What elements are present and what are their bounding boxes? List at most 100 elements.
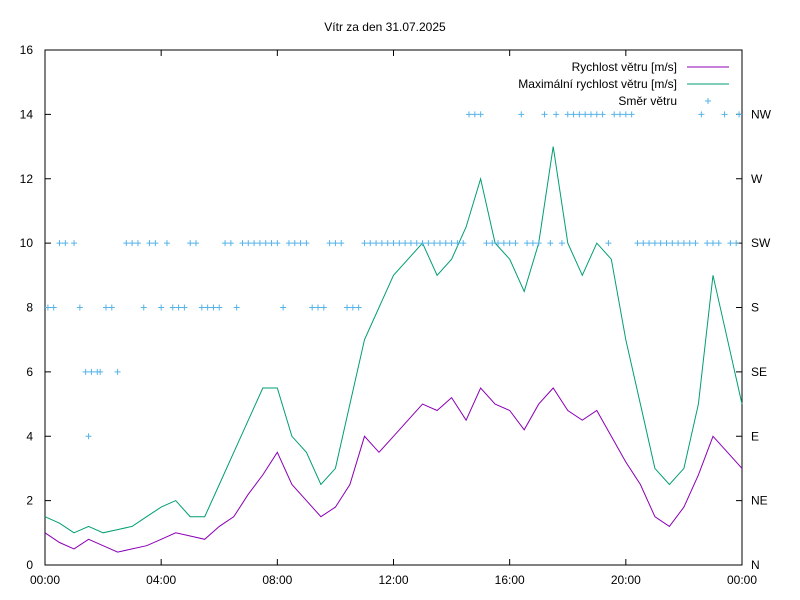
direction-point <box>402 240 409 247</box>
direction-point <box>454 240 461 247</box>
direction-point <box>320 304 327 311</box>
direction-point <box>442 240 449 247</box>
direction-point <box>605 240 612 247</box>
direction-point <box>361 240 368 247</box>
y2-tick-label: SW <box>751 236 771 250</box>
direction-point <box>268 240 275 247</box>
direction-point <box>553 111 560 118</box>
direction-point <box>477 111 484 118</box>
direction-point <box>524 240 531 247</box>
direction-point <box>495 240 502 247</box>
direction-point <box>50 304 57 311</box>
legend: Rychlost větru [m/s] Maximální rychlost v… <box>518 60 729 108</box>
direction-point <box>709 240 716 247</box>
x-tick-label: 08:00 <box>262 573 292 587</box>
direction-point <box>518 111 525 118</box>
direction-point <box>396 240 403 247</box>
direction-point <box>431 240 438 247</box>
direction-point <box>471 111 478 118</box>
direction-point <box>291 240 298 247</box>
direction-point <box>448 240 455 247</box>
direction-point <box>622 111 629 118</box>
direction-point <box>529 240 536 247</box>
y-tick-label: 12 <box>20 172 34 186</box>
direction-point <box>349 304 356 311</box>
direction-point <box>419 240 426 247</box>
direction-point <box>193 240 200 247</box>
direction-point <box>663 240 670 247</box>
direction-point <box>158 304 165 311</box>
direction-point <box>114 368 121 375</box>
series-layer <box>44 111 743 553</box>
direction-point <box>541 111 548 118</box>
y-tick-label: 2 <box>26 494 33 508</box>
direction-point <box>576 111 583 118</box>
direction-point <box>297 240 304 247</box>
direction-point <box>611 111 618 118</box>
direction-point <box>500 240 507 247</box>
direction-point <box>285 240 292 247</box>
direction-point <box>88 368 95 375</box>
direction-point <box>628 111 635 118</box>
direction-point <box>140 304 147 311</box>
direction-point <box>187 240 194 247</box>
direction-point <box>692 240 699 247</box>
direction-point <box>332 240 339 247</box>
legend-label: Směr větru <box>618 94 677 108</box>
direction-point <box>466 111 473 118</box>
direction-point <box>390 240 397 247</box>
direction-point <box>204 304 211 311</box>
direction-point <box>378 240 385 247</box>
x-tick-label: 00:00 <box>30 573 60 587</box>
direction-point <box>123 240 130 247</box>
direction-point <box>181 304 188 311</box>
direction-point <box>506 240 513 247</box>
direction-point <box>460 240 467 247</box>
direction-point <box>704 240 711 247</box>
direction-point <box>657 240 664 247</box>
direction-point <box>698 111 705 118</box>
direction-point <box>108 304 115 311</box>
direction-point <box>82 368 89 375</box>
series-line <box>44 387 743 553</box>
y2-tick-label: NE <box>751 494 768 508</box>
direction-point <box>425 240 432 247</box>
direction-point <box>651 240 658 247</box>
y-tick-label: 4 <box>26 429 33 443</box>
y2-tick-label: NW <box>751 107 772 121</box>
direction-point <box>227 240 234 247</box>
direction-point <box>274 240 281 247</box>
direction-point <box>564 111 571 118</box>
direction-point <box>721 111 728 118</box>
direction-points <box>44 111 743 440</box>
x-tick-label: 16:00 <box>495 573 525 587</box>
direction-point <box>570 111 577 118</box>
direction-point <box>97 368 104 375</box>
direction-point <box>85 433 92 440</box>
x-tick-label: 04:00 <box>146 573 176 587</box>
direction-point <box>384 240 391 247</box>
direction-point <box>634 240 641 247</box>
direction-point <box>198 304 205 311</box>
direction-point <box>373 240 380 247</box>
direction-point <box>129 240 136 247</box>
direction-point <box>733 240 740 247</box>
direction-point <box>582 111 589 118</box>
direction-point <box>489 240 496 247</box>
direction-point <box>210 304 217 311</box>
direction-point <box>62 240 69 247</box>
direction-point <box>680 240 687 247</box>
direction-point <box>646 240 653 247</box>
direction-point <box>686 240 693 247</box>
direction-point <box>309 304 316 311</box>
direction-point <box>71 240 78 247</box>
direction-point <box>134 240 141 247</box>
y-tick-label: 16 <box>20 43 34 57</box>
y-tick-label: 14 <box>20 107 34 121</box>
plot-frame <box>44 49 743 566</box>
direction-point <box>56 240 63 247</box>
direction-point <box>216 304 223 311</box>
direction-point <box>222 240 229 247</box>
direction-point <box>669 240 676 247</box>
y-tick-label: 8 <box>26 301 33 315</box>
